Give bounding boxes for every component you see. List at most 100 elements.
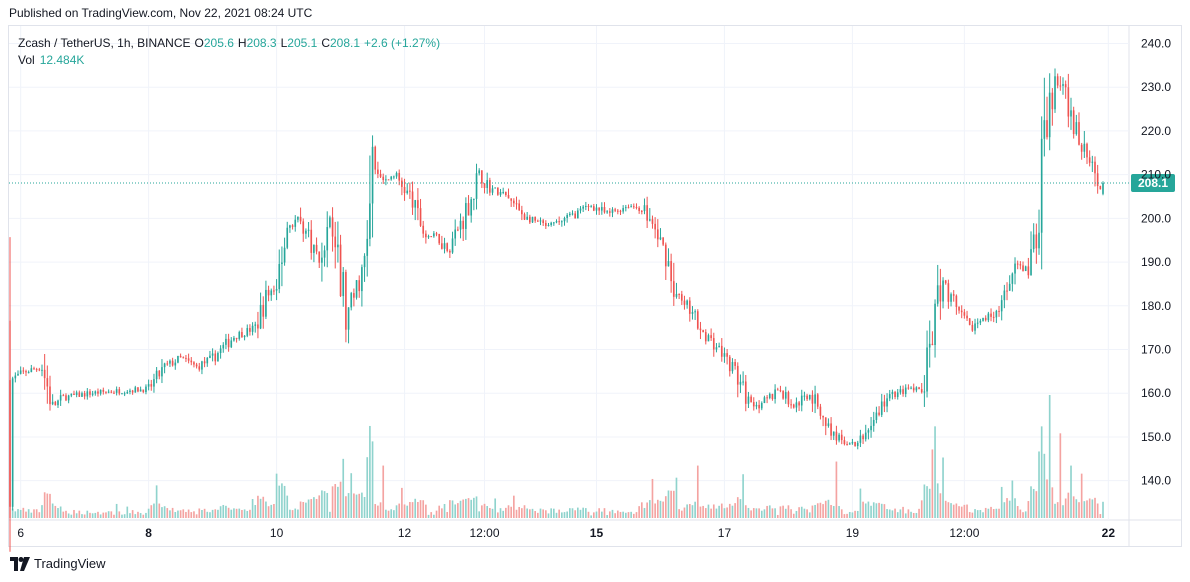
candle-body [201,361,203,370]
overlays: 208.1 [9,173,1175,192]
candle-body [710,335,712,339]
candle-body [182,357,185,359]
volume-bar [451,500,454,518]
volume-bar [678,509,680,518]
volume-bar [35,509,38,518]
volume-bar [489,508,491,518]
volume-bar [1022,512,1024,518]
volume-bar [918,508,920,518]
volume-bar [222,504,225,518]
candle-body [107,391,110,393]
candle-body [883,401,886,407]
candle-body [664,244,667,267]
volume-bar [294,508,297,518]
symbol-title[interactable]: Zcash / TetherUS, 1h, BINANCE [18,36,191,50]
volume-bar [153,503,155,518]
volume-bar [555,512,558,518]
candle-body [438,233,441,244]
volume-bar [369,425,371,518]
candle-body [734,362,736,366]
candle-body [518,203,521,211]
volume-bar [246,510,249,518]
candle-body [707,335,710,342]
volume-bar [787,505,790,518]
candle-body [814,394,816,404]
volume-bar [582,507,584,518]
price-tick-label: 160.0 [1141,386,1171,400]
volume-bar [270,504,273,518]
candle-body [1019,264,1022,266]
price-tick-label: 210.0 [1141,168,1171,182]
candle-body [302,221,305,234]
volume-bar [712,504,715,518]
volume-bar [286,495,289,518]
candle-body [758,404,760,409]
candle-body [742,381,744,383]
candle-body [608,211,611,213]
volume-bar [592,512,595,518]
candle-body [313,244,315,253]
candle-body [142,389,145,393]
volume-bar [427,514,430,518]
volume-bar [315,498,318,518]
chart-pane[interactable] [8,25,1182,547]
time-tick-label: 15 [590,526,604,540]
candle-body [934,303,936,346]
candle-body [139,389,142,392]
legend-price-row: Zcash / TetherUS, 1h, BINANCE O 205.6 H 20… [18,35,444,52]
volume-bar [203,508,206,518]
volume-bar [659,500,662,518]
candle-body [374,146,377,170]
volume-bar [113,514,115,518]
volume-bar [891,510,894,518]
volume-label[interactable]: Vol [18,53,35,67]
volume-bar [779,506,782,518]
candle-body [899,389,902,393]
volume-bar [235,508,238,518]
volume-bar [915,512,918,518]
volume-bar [350,473,353,518]
candle-body [1035,234,1038,249]
volume-bar [782,505,784,518]
candle-body [441,243,443,249]
volume-bar [89,512,91,518]
volume-bar [928,488,931,518]
volume-bar [361,492,363,518]
volume-bar [960,506,963,518]
candle-body [235,337,238,339]
volume-bar [1051,487,1054,518]
volume-bar [81,514,83,518]
volume-bar [297,509,299,518]
volume-bar [131,510,134,518]
volume-bar [664,496,667,518]
volume-bar [752,508,755,518]
candle-body [704,332,707,342]
candle-body [646,205,648,221]
candle-body [393,176,395,178]
candle-body [1102,182,1104,194]
candle-body [790,404,792,406]
volume-bar [78,510,81,518]
volume-bar [70,514,73,518]
candle-body [971,324,974,331]
volume-bar [675,477,678,518]
volume-bar [227,507,230,518]
candle-body [859,435,862,443]
volume-bar [134,514,137,518]
candle-body [672,281,675,297]
volume-bar [46,493,49,518]
footer-brand[interactable]: TradingView [10,556,106,571]
candle-body [811,394,814,404]
volume-bar [534,511,536,518]
volume-bar [198,508,201,518]
candle-body [225,338,227,345]
volume-bar [553,508,555,518]
candle-body [494,187,497,189]
candle-body [1091,161,1094,163]
candle-body [537,220,539,222]
volume-bar [806,509,808,518]
candle-body [366,238,369,256]
candle-body [712,338,715,350]
volume-bar [867,501,870,518]
